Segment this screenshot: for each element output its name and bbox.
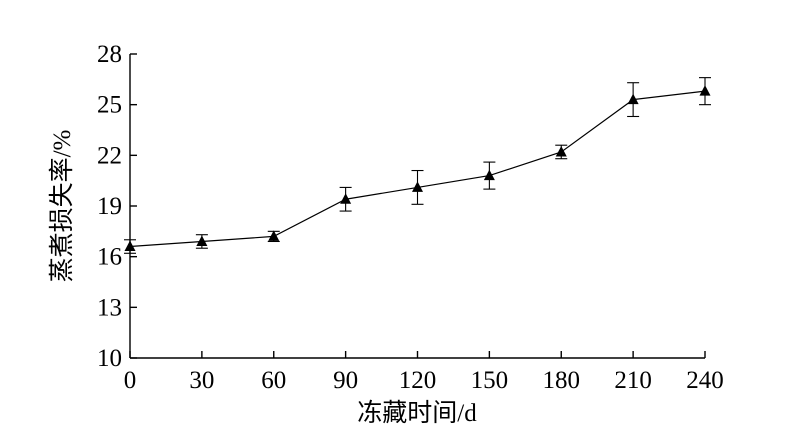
data-point-marker	[412, 181, 423, 192]
x-tick-label: 30	[189, 367, 214, 394]
data-point-marker	[268, 230, 280, 241]
y-tick-label: 28	[97, 41, 122, 68]
y-tick-label: 16	[97, 244, 122, 271]
x-tick-label: 240	[686, 367, 724, 394]
x-ticks: 0 30 60 90 120 150 180 210 240	[124, 351, 724, 394]
y-tick-label: 13	[97, 294, 122, 321]
y-tick-label: 10	[97, 345, 122, 372]
series-line	[129, 90, 706, 248]
x-tick-label: 210	[614, 367, 652, 394]
x-tick-label: 180	[543, 367, 581, 394]
y-tick-label: 25	[97, 92, 122, 119]
x-tick-label: 120	[399, 367, 437, 394]
data-point-marker	[699, 85, 711, 96]
data-point-marker	[483, 169, 495, 181]
x-axis-title: 冻藏时间/d	[357, 399, 477, 427]
x-tick-label: 90	[333, 367, 358, 394]
x-tick-label: 0	[124, 367, 137, 394]
y-axis-title: 蒸煮损失率/%	[48, 130, 76, 283]
x-tick-label: 150	[471, 367, 509, 394]
data-point-marker	[555, 145, 567, 157]
data-point-marker	[340, 193, 352, 204]
series	[124, 77, 711, 254]
data-point-marker	[196, 235, 208, 246]
data-point-marker	[124, 240, 136, 252]
y-ticks: 10 13 16 19 22 25 28	[97, 41, 137, 372]
y-tick-label: 22	[97, 142, 122, 169]
data-point-marker	[627, 93, 639, 105]
y-tick-label: 19	[97, 193, 122, 220]
axes	[129, 54, 705, 359]
x-tick-label: 60	[261, 367, 286, 394]
